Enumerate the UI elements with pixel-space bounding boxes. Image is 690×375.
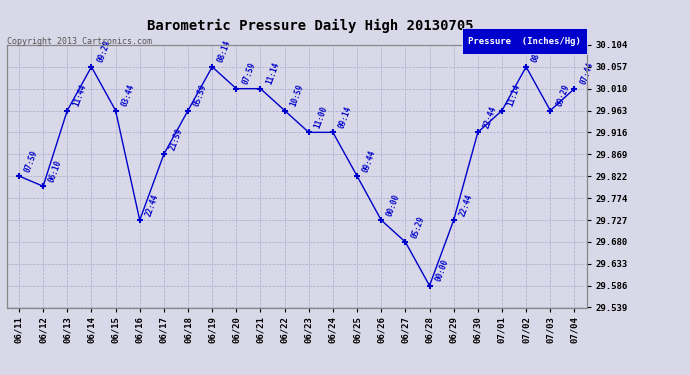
Text: 22:44: 22:44 (458, 193, 474, 217)
Text: 07:59: 07:59 (241, 61, 257, 86)
Text: 09:29: 09:29 (96, 39, 112, 64)
Text: 00:00: 00:00 (386, 193, 402, 217)
Text: 06:10: 06:10 (48, 159, 63, 183)
Text: 09:14: 09:14 (337, 105, 353, 130)
Text: 05:29: 05:29 (410, 214, 426, 239)
Text: Barometric Pressure Daily High 20130705: Barometric Pressure Daily High 20130705 (147, 19, 474, 33)
Text: 11:14: 11:14 (265, 61, 281, 86)
Text: 09:29: 09:29 (555, 83, 571, 108)
Text: 09:44: 09:44 (362, 148, 377, 173)
Text: 08:29: 08:29 (531, 39, 546, 64)
Text: 11:44: 11:44 (72, 83, 88, 108)
Text: 07:44: 07:44 (579, 61, 595, 86)
Text: 11:14: 11:14 (506, 83, 522, 108)
Text: 00:00: 00:00 (434, 258, 450, 283)
Text: 21:59: 21:59 (168, 127, 184, 152)
Text: 11:00: 11:00 (313, 105, 329, 130)
Text: 07:59: 07:59 (23, 148, 39, 173)
Text: 03:44: 03:44 (120, 83, 136, 108)
Text: Pressure  (Inches/Hg): Pressure (Inches/Hg) (468, 37, 581, 46)
Text: Copyright 2013 Cartronics.com: Copyright 2013 Cartronics.com (7, 38, 152, 46)
Text: 08:14: 08:14 (217, 39, 233, 64)
Text: 05:59: 05:59 (193, 83, 208, 108)
Text: 10:59: 10:59 (289, 83, 305, 108)
Text: 22:44: 22:44 (482, 105, 498, 130)
Text: 22:44: 22:44 (144, 193, 160, 217)
